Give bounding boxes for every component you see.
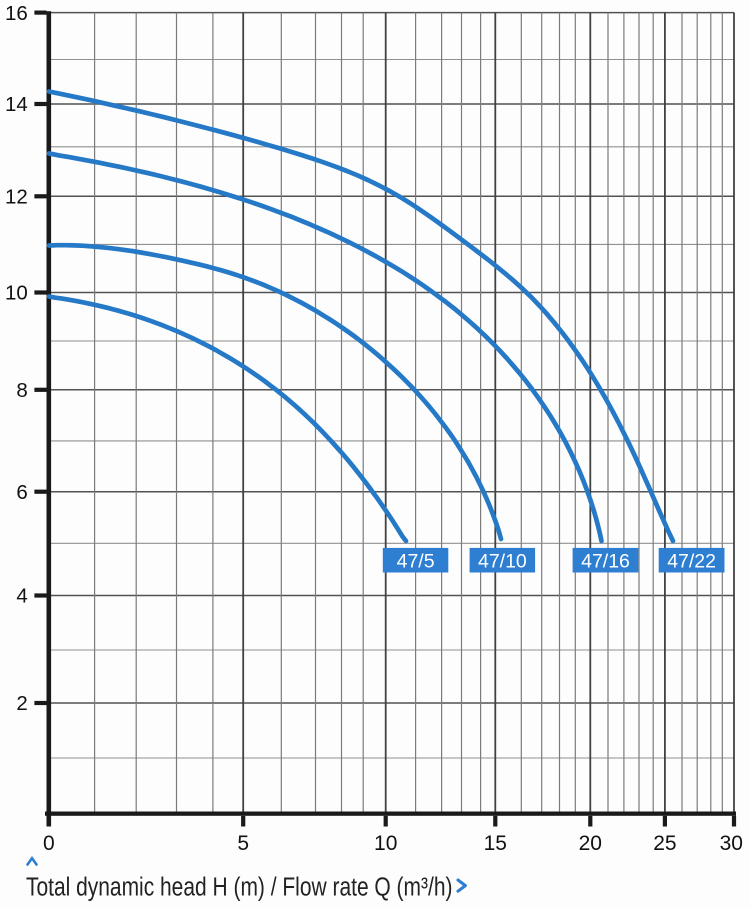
svg-text:47/22: 47/22: [667, 550, 716, 572]
svg-text:5: 5: [237, 832, 249, 855]
svg-text:16: 16: [5, 2, 28, 25]
svg-text:Total dynamic head H (m) / Flo: Total dynamic head H (m) / Flow rate Q (…: [26, 873, 452, 902]
svg-text:47/10: 47/10: [478, 550, 527, 572]
svg-text:47/5: 47/5: [397, 550, 435, 572]
svg-text:0: 0: [43, 832, 55, 855]
svg-text:25: 25: [653, 832, 676, 855]
svg-text:10: 10: [374, 832, 397, 855]
svg-text:20: 20: [579, 832, 602, 855]
svg-text:4: 4: [16, 585, 27, 608]
svg-text:12: 12: [5, 186, 28, 209]
svg-text:8: 8: [16, 379, 27, 402]
svg-text:47/16: 47/16: [581, 550, 630, 572]
svg-text:14: 14: [5, 93, 28, 116]
svg-text:6: 6: [16, 481, 27, 504]
svg-text:15: 15: [484, 832, 507, 855]
svg-text:10: 10: [5, 282, 28, 305]
svg-text:2: 2: [16, 692, 27, 715]
svg-text:30: 30: [720, 832, 743, 855]
